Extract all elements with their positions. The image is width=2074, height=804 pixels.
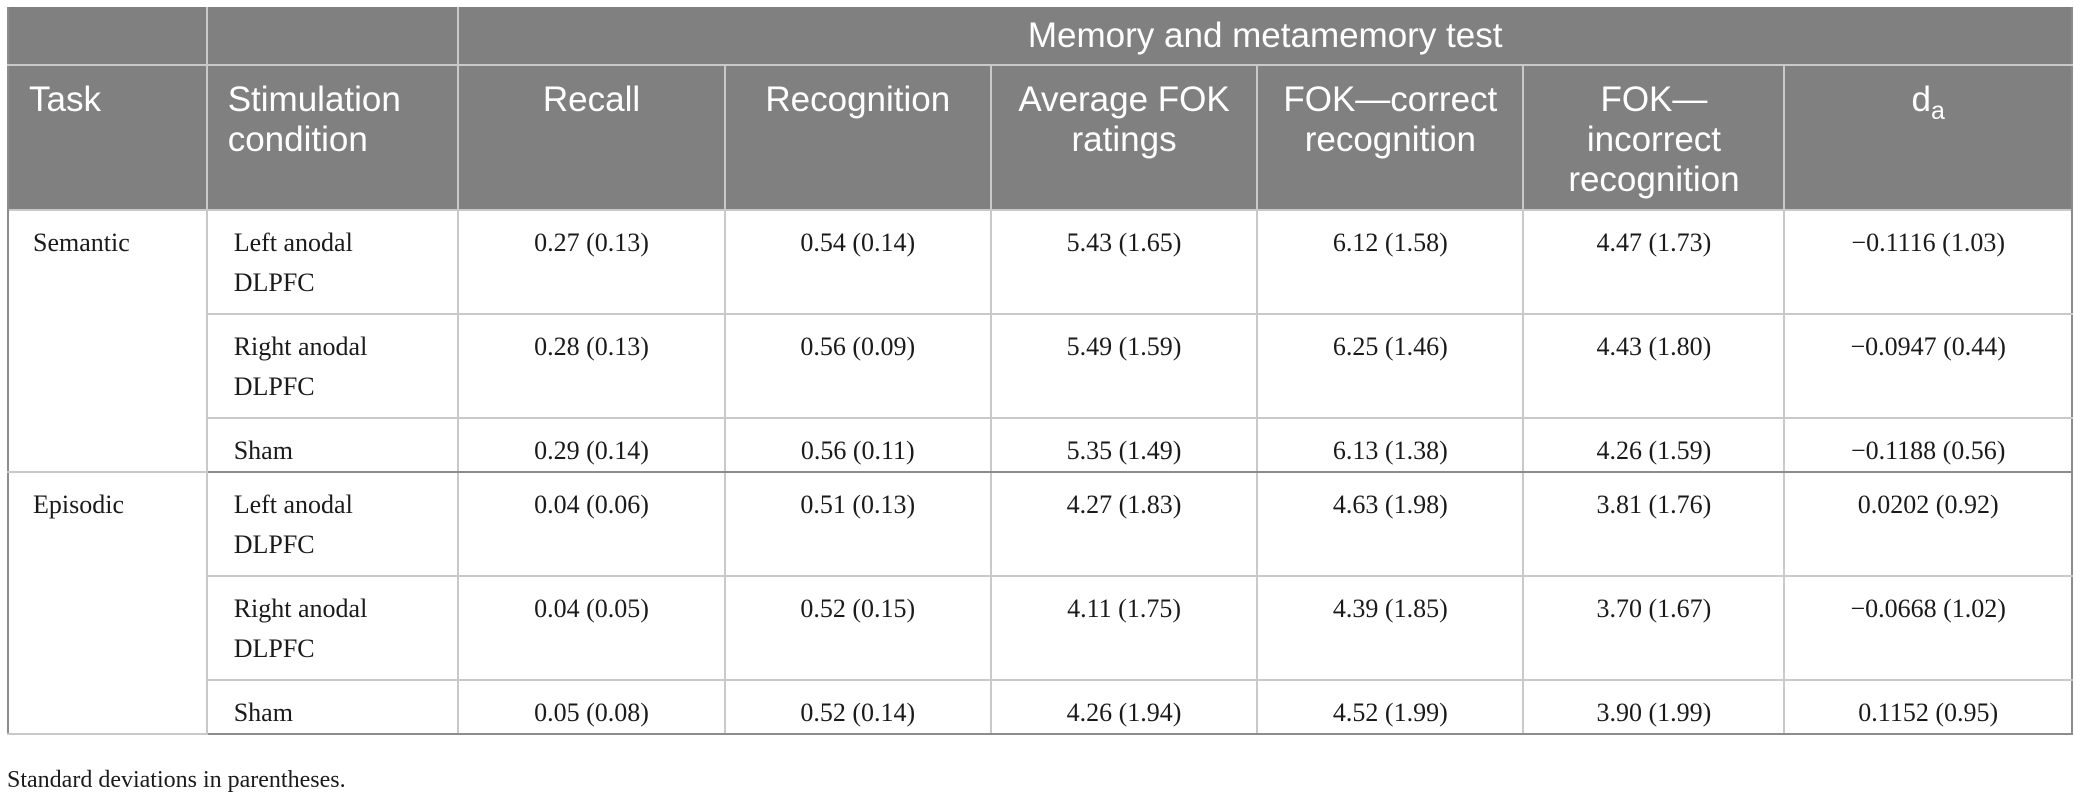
table-footnote: Standard deviations in parentheses. <box>7 767 346 793</box>
recall-cell: 0.29 (0.14) <box>457 417 726 473</box>
da-cell: −0.1188 (0.56) <box>1783 417 2073 473</box>
header-empty-task <box>7 7 208 66</box>
recall-cell: 0.28 (0.13) <box>457 313 726 419</box>
condition-cell: Right anodal DLPFC <box>205 313 460 419</box>
table-row: Semantic Left anodal DLPFC 0.27 (0.13) 0… <box>7 209 2073 473</box>
average-fok-cell: 5.43 (1.65) <box>989 209 1259 315</box>
da-base-text: d <box>1911 80 1931 119</box>
da-cell: 0.1152 (0.95) <box>1783 679 2073 735</box>
column-header-fok-correct: FOK—correct recognition <box>1256 65 1525 210</box>
recognition-cell: 0.54 (0.14) <box>723 209 992 315</box>
table-row: Right anodal DLPFC 0.04 (0.05) 0.52 (0.1… <box>8 575 2073 681</box>
recall-cell: 0.04 (0.05) <box>457 575 726 681</box>
fok-incorrect-cell: 3.90 (1.99) <box>1522 679 1786 735</box>
recognition-cell: 0.52 (0.14) <box>723 679 992 735</box>
average-fok-cell: 5.35 (1.49) <box>989 417 1259 473</box>
recall-cell: 0.05 (0.08) <box>457 679 726 735</box>
recognition-cell: 0.56 (0.11) <box>723 417 992 473</box>
fok-incorrect-cell: 4.26 (1.59) <box>1522 417 1786 473</box>
fok-correct-cell: 6.13 (1.38) <box>1256 417 1525 473</box>
da-subscript-text: a <box>1930 97 1945 125</box>
average-fok-cell: 4.27 (1.83) <box>989 471 1259 577</box>
fok-incorrect-cell: 3.70 (1.67) <box>1522 575 1786 681</box>
table-row: Sham 0.05 (0.08) 0.52 (0.14) 4.26 (1.94)… <box>8 679 2073 735</box>
table-row: Sham 0.29 (0.14) 0.56 (0.11) 5.35 (1.49)… <box>8 417 2073 473</box>
recall-cell: 0.04 (0.06) <box>457 471 726 577</box>
results-table: Memory and metamemory test Task Stimulat… <box>7 7 2073 735</box>
recognition-cell: 0.56 (0.09) <box>723 313 992 419</box>
task-cell-semantic: Semantic <box>7 209 208 473</box>
header-empty-condition <box>205 7 460 66</box>
da-cell: −0.0947 (0.44) <box>1783 313 2073 419</box>
table-row: Right anodal DLPFC 0.28 (0.13) 0.56 (0.0… <box>8 313 2073 419</box>
task-cell-episodic: Episodic <box>7 471 208 735</box>
column-header-da: da <box>1783 65 2073 210</box>
recognition-cell: 0.51 (0.13) <box>723 471 992 577</box>
average-fok-cell: 4.26 (1.94) <box>989 679 1259 735</box>
condition-cell: Sham <box>205 679 460 735</box>
column-header-row: Task Stimulation condition Recall Recogn… <box>7 65 2073 210</box>
condition-cell: Left anodal DLPFC <box>205 209 460 315</box>
average-fok-cell: 4.11 (1.75) <box>989 575 1259 681</box>
fok-correct-cell: 4.52 (1.99) <box>1256 679 1525 735</box>
fok-incorrect-cell: 3.81 (1.76) <box>1522 471 1786 577</box>
table-row: Episodic Left anodal DLPFC 0.04 (0.06) 0… <box>7 471 2073 735</box>
group-header-row: Memory and metamemory test <box>7 7 2073 66</box>
fok-incorrect-cell: 4.47 (1.73) <box>1522 209 1786 315</box>
column-header-task: Task <box>7 65 208 210</box>
column-header-average-fok: Average FOK ratings <box>989 65 1259 210</box>
da-cell: −0.1116 (1.03) <box>1783 209 2073 315</box>
group-header-memory-test: Memory and metamemory test <box>457 7 2073 66</box>
column-header-recognition: Recognition <box>723 65 992 210</box>
column-header-fok-incorrect: FOK—incorrect recognition <box>1522 65 1786 210</box>
column-header-recall: Recall <box>457 65 726 210</box>
condition-cell: Right anodal DLPFC <box>205 575 460 681</box>
recognition-cell: 0.52 (0.15) <box>723 575 992 681</box>
fok-correct-cell: 4.39 (1.85) <box>1256 575 1525 681</box>
fok-incorrect-cell: 4.43 (1.80) <box>1522 313 1786 419</box>
fok-correct-cell: 6.12 (1.58) <box>1256 209 1525 315</box>
results-table-container: Memory and metamemory test Task Stimulat… <box>7 7 2073 735</box>
da-cell: 0.0202 (0.92) <box>1783 471 2073 577</box>
recall-cell: 0.27 (0.13) <box>457 209 726 315</box>
fok-correct-cell: 4.63 (1.98) <box>1256 471 1525 577</box>
column-header-condition: Stimulation condition <box>205 65 460 210</box>
condition-cell: Left anodal DLPFC <box>205 471 460 577</box>
condition-cell: Sham <box>205 417 460 473</box>
da-cell: −0.0668 (1.02) <box>1783 575 2073 681</box>
fok-correct-cell: 6.25 (1.46) <box>1256 313 1525 419</box>
average-fok-cell: 5.49 (1.59) <box>989 313 1259 419</box>
